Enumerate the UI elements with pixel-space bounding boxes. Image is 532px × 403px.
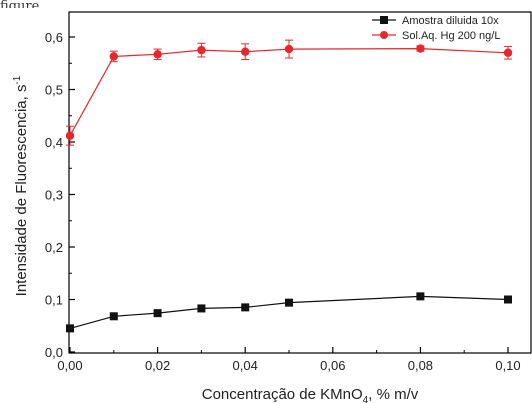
y-axis: 0,0 0,1 0,2 0,3 0,4 0,5 0,6 <box>45 30 75 360</box>
plot-area <box>68 11 532 354</box>
plot-frame <box>68 11 532 354</box>
data-point <box>109 52 119 61</box>
data-point <box>284 44 294 54</box>
data-point <box>416 292 425 301</box>
series-layer <box>65 39 513 333</box>
x-tick-label: 0,04 <box>233 358 258 373</box>
data-point <box>504 295 512 304</box>
x-axis-title: Concentração de KMnO4, % m/v <box>202 386 419 403</box>
legend-label: Amostra diluida 10x <box>402 15 499 27</box>
data-point <box>285 298 293 307</box>
series-line <box>69 295 509 329</box>
x-tick-label: 0,06 <box>320 358 345 373</box>
y-tick-label: 0,4 <box>45 135 63 150</box>
x-axis: 0,00 0,02 0,04 0,06 0,08 0,10 <box>57 347 521 373</box>
data-point <box>503 48 513 57</box>
y-tick-label: 0,2 <box>45 240 63 255</box>
y-tick-label: 0,3 <box>45 188 63 203</box>
legend: Amostra diluida 10x Sol.Aq. Hg 200 ng/L <box>372 15 500 42</box>
data-point <box>109 312 118 321</box>
data-point <box>153 309 162 318</box>
y-tick-label: 0,5 <box>45 83 63 98</box>
data-point <box>65 131 75 140</box>
y-tick-label: 0,0 <box>45 345 63 360</box>
x-tick-label: 0,00 <box>57 358 82 373</box>
series-2 <box>65 39 513 146</box>
y-tick-label: 0,6 <box>45 30 63 45</box>
data-point <box>153 50 162 59</box>
y-axis-title: Intensidade de Fluorescencia, s-1 <box>12 75 30 296</box>
x-tick-label: 0,02 <box>145 358 170 373</box>
legend-marker <box>380 16 388 24</box>
legend-marker <box>380 31 388 39</box>
x-tick-label: 0,10 <box>495 358 520 373</box>
x-tick-label: 0,08 <box>408 358 433 373</box>
series-line <box>69 47 509 136</box>
data-point <box>416 44 425 53</box>
series-1 <box>66 292 512 333</box>
data-point <box>197 304 206 313</box>
data-point <box>197 45 206 55</box>
y-tick-label: 0,1 <box>45 293 63 308</box>
legend-label: Sol.Aq. Hg 200 ng/L <box>402 30 500 42</box>
figure-caption: figure <box>0 0 40 8</box>
data-point <box>66 324 74 333</box>
data-point <box>241 47 250 56</box>
data-point <box>241 303 250 312</box>
